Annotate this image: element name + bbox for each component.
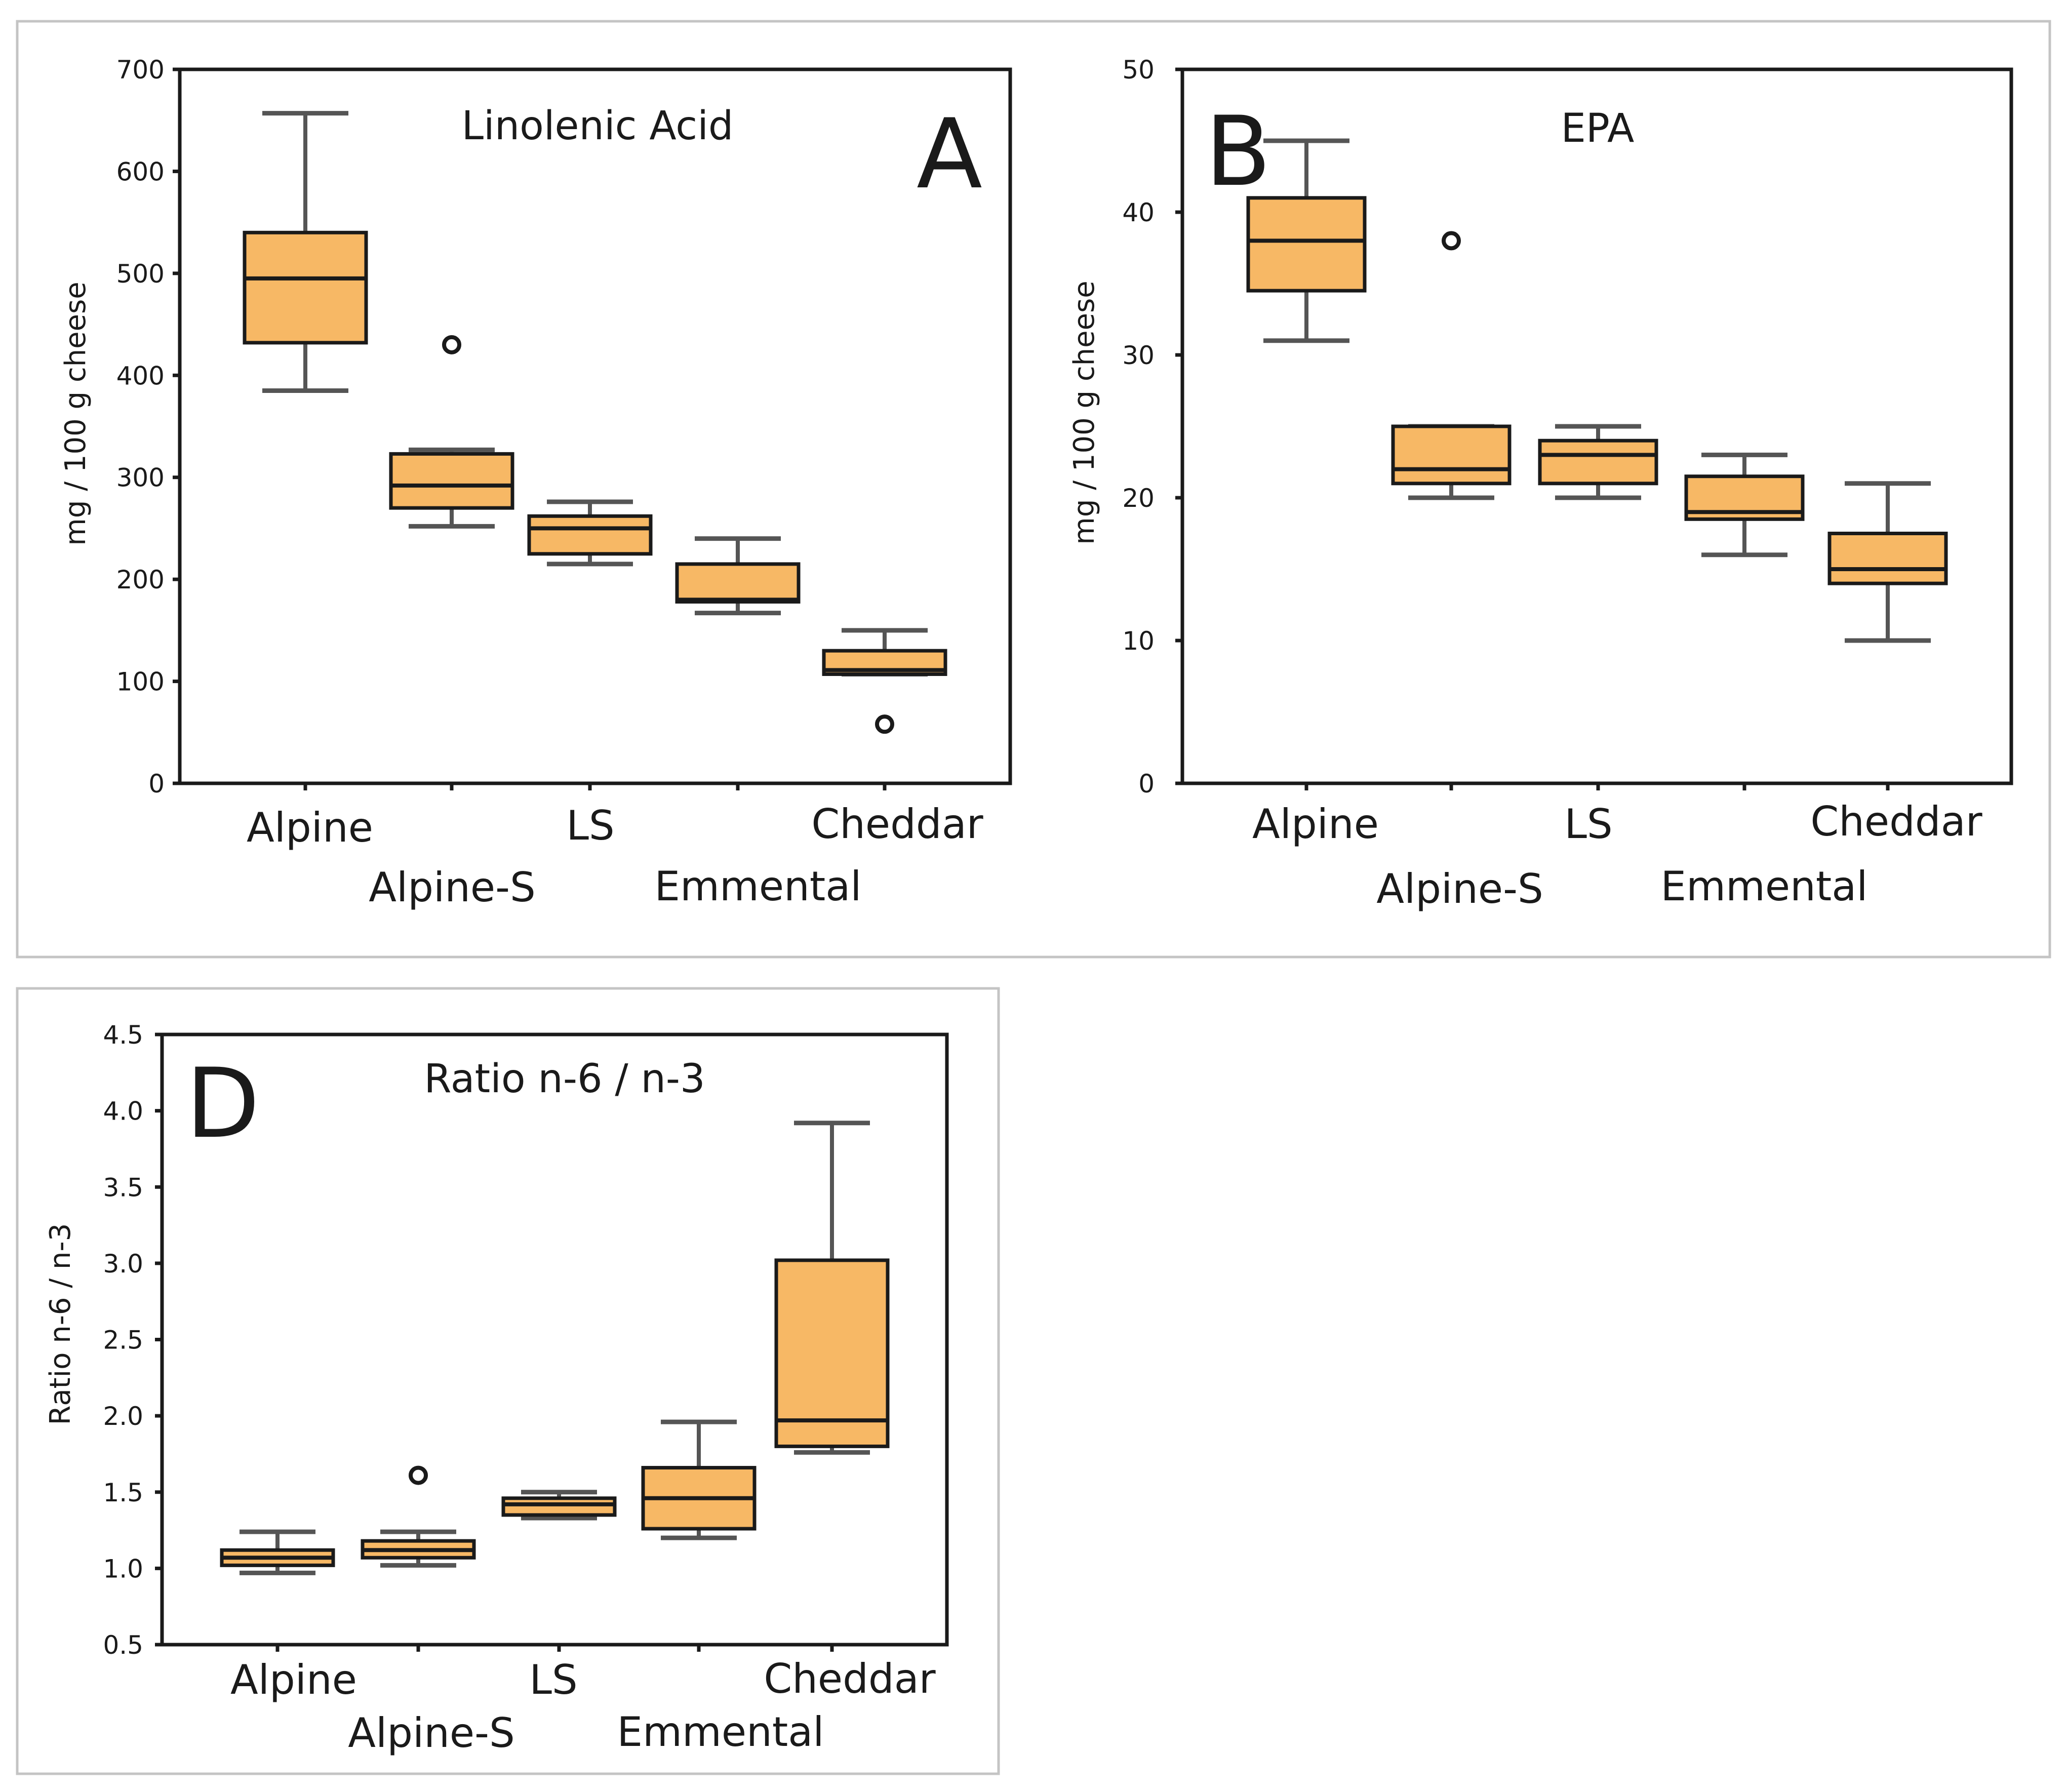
box-emmental: [1684, 452, 1805, 557]
top-panel-frame: [16, 20, 2051, 959]
box-ls: [527, 499, 653, 567]
box-alpine-s: [361, 1465, 476, 1568]
x-tick-label-cheddar: Cheddar: [1810, 798, 1982, 845]
y-tick-label: 1.0: [103, 1554, 143, 1583]
x-tick-label-alpine-s: Alpine-S: [348, 1709, 515, 1757]
y-tick-label: 0.5: [103, 1630, 143, 1660]
box-alpine: [1246, 138, 1367, 343]
x-tick-label-cheddar: Cheddar: [764, 1655, 935, 1702]
x-tick-label-ls: LS: [566, 802, 614, 849]
y-tick-label: 3.0: [103, 1249, 143, 1279]
panel-a-y-axis-title: mg / 100 g cheese: [59, 282, 92, 545]
iqr-box: [527, 514, 653, 556]
y-tick-label: 400: [116, 361, 165, 390]
x-tick-label-alpine: Alpine: [247, 804, 373, 851]
y-tick-label: 1.5: [103, 1478, 143, 1507]
y-tick-label: 600: [116, 157, 165, 186]
y-tick-label: 30: [1122, 341, 1155, 370]
panel-b-epa: 0 10 20 30 40 50 EPA B mg / 100 g cheese Alpi…: [1068, 55, 2013, 912]
x-tick-label-alpine: Alpine: [230, 1656, 357, 1703]
panel-d-y-axis-title: Ratio n-6 / n-3: [44, 1223, 77, 1425]
y-tick-label: 4.5: [103, 1020, 143, 1050]
y-tick-label: 10: [1122, 626, 1155, 656]
box-alpine: [220, 1529, 335, 1575]
box-ls: [1538, 424, 1658, 500]
box-ls: [501, 1490, 617, 1521]
panel-b-marks: 0 10 20 30 40 50: [1122, 55, 2013, 799]
x-tick-label-cheddar: Cheddar: [811, 801, 983, 848]
plot-area-frame: [178, 67, 1012, 785]
y-tick-label: 2.0: [103, 1402, 143, 1431]
iqr-box: [389, 452, 514, 510]
iqr-box: [243, 230, 368, 345]
box-emmental: [675, 536, 801, 616]
box-alpine-s: [1391, 231, 1512, 500]
outlier-point: [442, 335, 461, 354]
iqr-box: [675, 562, 801, 604]
x-tick-label-alpine: Alpine: [1252, 801, 1379, 848]
outlier-point: [1442, 231, 1461, 251]
panel-b-title: EPA: [1561, 106, 1635, 151]
iqr-box: [1538, 439, 1658, 486]
y-tick-label: 50: [1122, 55, 1155, 85]
iqr-box: [1246, 196, 1367, 293]
y-tick-label: 0: [148, 769, 165, 799]
x-tick-label-emmental: Emmental: [1661, 863, 1868, 910]
panel-d-ratio: 0.5 1.0 1.5 2.0 2.5 3.0 3.5 4.0 4.5 Ratio n-6 / …: [44, 1020, 949, 1757]
outlier-point: [409, 1465, 428, 1485]
box-alpine: [243, 111, 368, 393]
box-emmental: [641, 1419, 757, 1540]
y-tick-label: 700: [116, 55, 165, 85]
panel-a-letter: A: [917, 98, 982, 210]
box-cheddar: [774, 1121, 890, 1455]
iqr-box: [1827, 532, 1948, 585]
box-alpine-s: [389, 335, 514, 529]
y-tick-label: 100: [116, 667, 165, 697]
y-tick-label: 300: [116, 463, 165, 493]
panel-b-letter: B: [1205, 96, 1271, 208]
iqr-box: [774, 1258, 890, 1448]
x-tick-label-alpine-s: Alpine-S: [369, 864, 536, 911]
x-tick-label-emmental: Emmental: [655, 863, 862, 910]
y-tick-label: 40: [1122, 198, 1155, 227]
box-cheddar: [822, 628, 947, 734]
outlier-point: [875, 714, 894, 734]
bottom-panel-frame: [16, 987, 1000, 1775]
x-tick-label-emmental: Emmental: [617, 1708, 824, 1756]
box-cheddar: [1827, 481, 1948, 643]
y-tick-label: 500: [116, 259, 165, 289]
y-tick-label: 4.0: [103, 1097, 143, 1126]
y-tick-label: 20: [1122, 484, 1155, 513]
panel-a-marks: 0 100 200 300 400 500 600 700: [116, 55, 1012, 799]
y-tick-label: 0: [1138, 769, 1155, 799]
x-tick-label-ls: LS: [1564, 801, 1612, 848]
panel-d-letter: D: [186, 1048, 260, 1160]
x-tick-label-alpine-s: Alpine-S: [1376, 865, 1543, 912]
y-tick-label: 2.5: [103, 1326, 143, 1355]
panel-a-title: Linolenic Acid: [462, 103, 734, 149]
panel-b-y-axis-title: mg / 100 g cheese: [1068, 281, 1101, 544]
panel-d-marks: 0.5 1.0 1.5 2.0 2.5 3.0 3.5 4.0 4.5: [103, 1020, 949, 1660]
iqr-box: [1391, 424, 1512, 486]
iqr-box: [501, 1496, 617, 1517]
x-tick-label-ls: LS: [529, 1656, 577, 1703]
y-tick-label: 200: [116, 565, 165, 594]
y-tick-label: 3.5: [103, 1173, 143, 1202]
panel-d-title: Ratio n-6 / n-3: [424, 1056, 705, 1102]
